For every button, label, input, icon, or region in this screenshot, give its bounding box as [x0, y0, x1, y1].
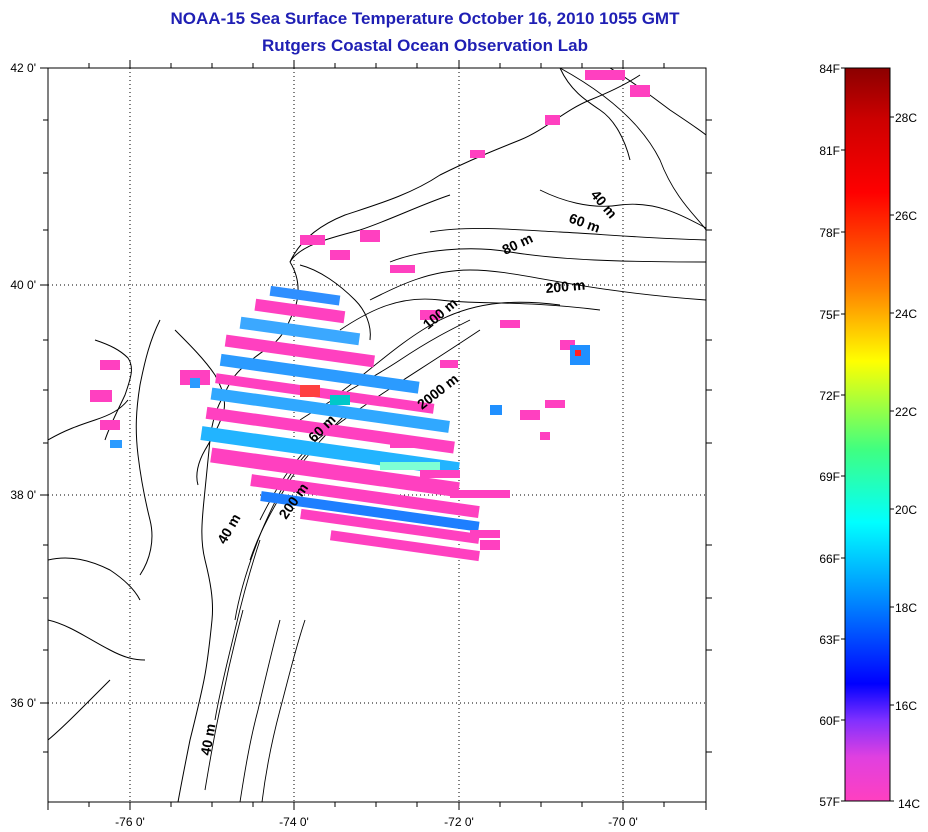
- lon-label-76: -76 0': [115, 815, 145, 829]
- cb-label-75f: 75F: [819, 308, 840, 322]
- cb-label-57f: 57F: [819, 795, 840, 809]
- cb-label-18c: 18C: [895, 601, 917, 615]
- map-subtitle: Rutgers Coastal Ocean Observation Lab: [262, 36, 588, 55]
- cb-label-14c: 14C: [898, 797, 920, 811]
- cb-label-81f: 81F: [819, 144, 840, 158]
- sst-swath: [90, 70, 650, 562]
- lon-label-72: -72 0': [444, 815, 474, 829]
- lon-label-70: -70 0': [608, 815, 638, 829]
- cb-label-78f: 78F: [819, 226, 840, 240]
- cb-label-22c: 22C: [895, 405, 917, 419]
- cb-label-24c: 24C: [895, 307, 917, 321]
- cb-label-84f: 84F: [819, 62, 840, 76]
- cb-label-28c: 28C: [895, 111, 917, 125]
- cb-label-60f: 60F: [819, 714, 840, 728]
- lon-label-74: -74 0': [279, 815, 309, 829]
- colorbar: 84F 81F 78F 75F 72F 69F 66F 63F 60F 57F …: [819, 62, 920, 811]
- lat-label-38: 38 0': [10, 488, 36, 502]
- cb-label-16c: 16C: [895, 699, 917, 713]
- depth-label-40m-south: 40 m: [197, 722, 218, 756]
- cb-label-63f: 63F: [819, 633, 840, 647]
- cb-label-69f: 69F: [819, 470, 840, 484]
- cb-label-66f: 66F: [819, 552, 840, 566]
- depth-label-200m-north: 200 m: [545, 277, 586, 296]
- axis-ticks: [40, 60, 712, 810]
- lat-label-36: 36 0': [10, 696, 36, 710]
- lat-label-42: 42 0': [10, 61, 36, 75]
- colorbar-gradient: [844, 67, 891, 802]
- cb-label-20c: 20C: [895, 503, 917, 517]
- cb-label-72f: 72F: [819, 389, 840, 403]
- lat-label-40: 40 0': [10, 278, 36, 292]
- map-title: NOAA-15 Sea Surface Temperature October …: [170, 9, 680, 28]
- cb-label-26c: 26C: [895, 209, 917, 223]
